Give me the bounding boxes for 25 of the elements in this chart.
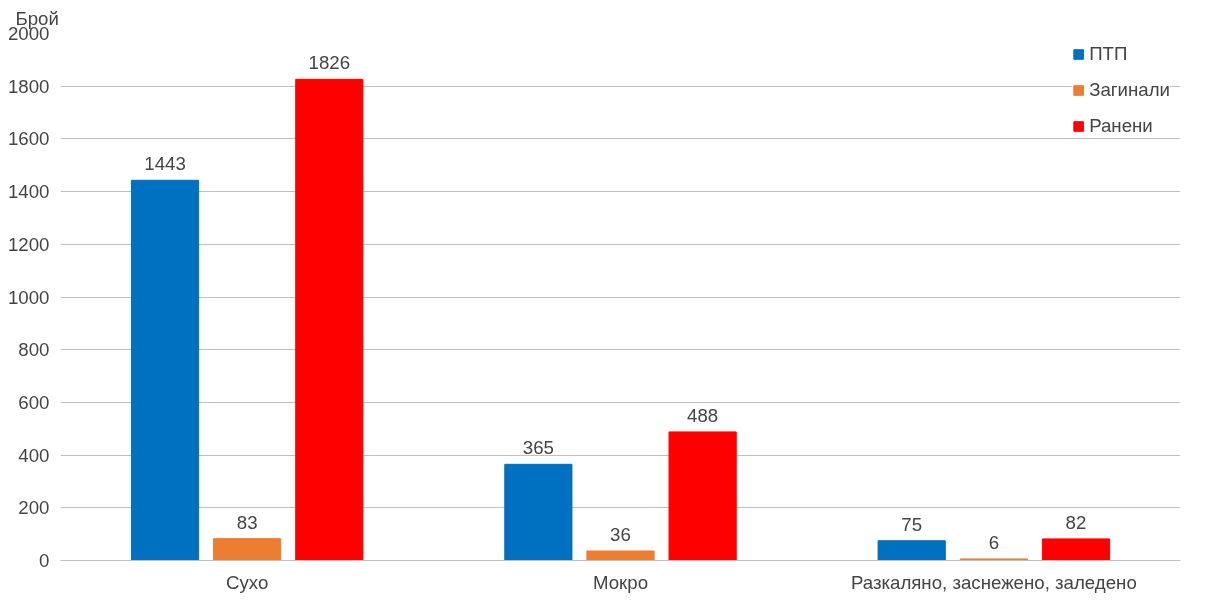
- y-tick-label: 800: [18, 339, 50, 361]
- x-tick-label: Сухо: [226, 571, 269, 593]
- y-tick-label: 200: [18, 497, 50, 519]
- y-tick-label: 1000: [8, 286, 50, 308]
- y-tick-label: 1400: [8, 181, 50, 203]
- y-tick-label: 0: [39, 550, 50, 571]
- legend-label: Загинали: [1089, 79, 1170, 101]
- y-tick-label: 1600: [8, 128, 50, 150]
- data-label: 83: [236, 511, 258, 533]
- data-label: 1826: [308, 52, 351, 74]
- data-label: 75: [901, 513, 923, 535]
- legend-label: Ранени: [1089, 115, 1153, 137]
- data-label: 82: [1065, 511, 1087, 533]
- y-tick-label: 1200: [8, 233, 50, 255]
- data-label: 365: [522, 437, 554, 459]
- data-label: 1443: [144, 153, 186, 175]
- data-label: 6: [988, 531, 1000, 553]
- x-tick-label: Мокро: [592, 571, 649, 593]
- y-tick-label: 400: [18, 444, 50, 466]
- data-label: 488: [687, 404, 719, 426]
- y-tick-label: 1800: [8, 75, 50, 97]
- data-label: 36: [610, 524, 631, 546]
- y-tick-label: 600: [18, 391, 50, 413]
- x-tick-label: Разкаляно, заснежено, заледено: [850, 571, 1137, 593]
- legend-label: ПТП: [1089, 43, 1128, 65]
